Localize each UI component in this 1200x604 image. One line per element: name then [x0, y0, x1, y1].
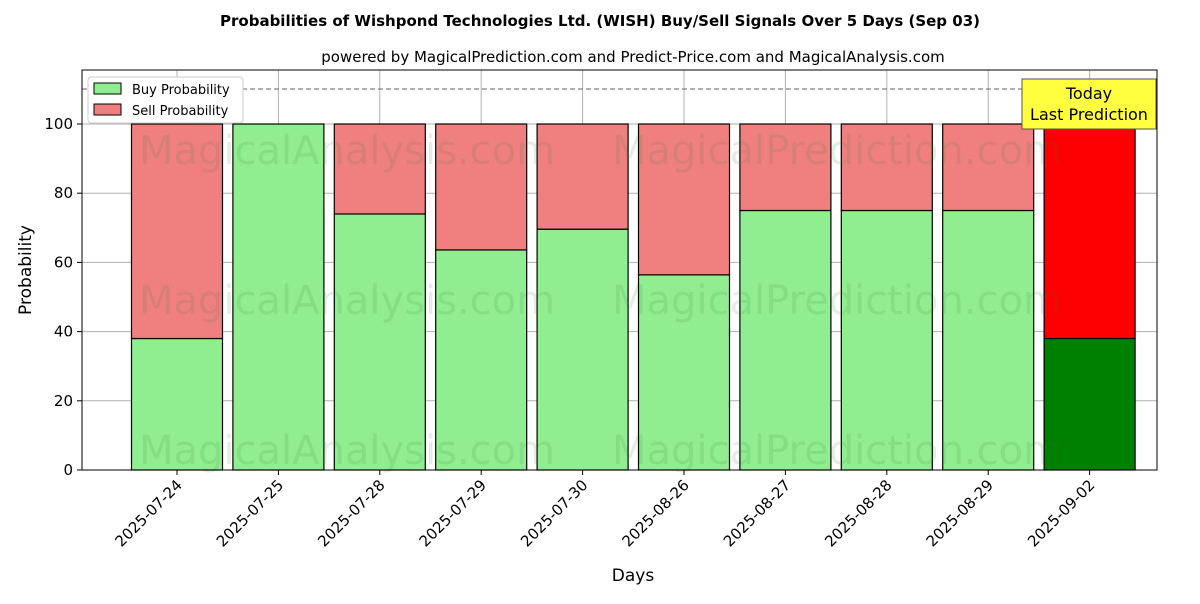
y-tick-label: 20: [54, 392, 73, 410]
sell-bar: [637, 123, 731, 276]
sell-bar: [739, 123, 832, 212]
legend: Buy Probability Sell Probability: [87, 76, 244, 124]
legend-swatch-sell: [93, 103, 122, 116]
plot-frame: [81, 69, 1158, 471]
x-tick-label: 2025-07-28: [314, 476, 388, 550]
x-tick-label: 2025-07-24: [111, 476, 185, 550]
y-tick-label: 0: [63, 461, 73, 479]
annotation-line2: Last Prediction: [1030, 105, 1148, 124]
y-tick-label: 80: [54, 184, 73, 202]
x-tick-label: 2025-07-30: [517, 476, 591, 550]
x-tick-label: 2025-08-26: [618, 476, 692, 550]
buy-bar: [942, 209, 1035, 471]
legend-label-buy: Buy Probability: [132, 83, 230, 98]
buy-bar: [333, 213, 426, 471]
chart-subtitle: powered by MagicalPrediction.com and Pre…: [321, 48, 945, 66]
sell-bar: [435, 123, 528, 251]
x-tick-label: 2025-08-29: [923, 476, 997, 550]
buy-bar: [637, 274, 731, 471]
watermark: MagicalPrediction.com: [612, 428, 1062, 474]
watermark: MagicalAnalysis.com: [139, 128, 555, 174]
x-tick-label: 2025-07-29: [416, 476, 490, 550]
legend-swatch-buy: [93, 82, 122, 95]
x-tick-label: 2025-08-27: [720, 476, 794, 550]
buy-bar: [840, 209, 933, 471]
y-tick-label: 100: [44, 115, 73, 133]
y-tick-label: 60: [54, 253, 73, 271]
buy-bar: [435, 249, 528, 471]
annotation-line1: Today: [1065, 84, 1112, 103]
sell-bar: [942, 123, 1035, 212]
watermark: MagicalAnalysis.com: [139, 278, 555, 324]
sell-bar: [840, 123, 933, 212]
sell-bar: [1043, 123, 1136, 340]
watermarks: MagicalAnalysis.com MagicalPrediction.com…: [139, 128, 1062, 474]
chart-title: Probabilities of Wishpond Technologies L…: [220, 12, 980, 30]
watermark: MagicalPrediction.com: [612, 278, 1062, 324]
watermark: MagicalPrediction.com: [612, 128, 1062, 174]
y-axis-label: Probability: [16, 225, 36, 315]
buy-bar: [739, 209, 832, 471]
bars: [130, 123, 1136, 471]
x-tick-label: 2025-09-02: [1024, 476, 1098, 550]
x-tick-label: 2025-07-25: [213, 476, 287, 550]
legend-label-sell: Sell Probability: [132, 104, 229, 119]
sell-bar: [333, 123, 426, 215]
x-axis-label: Days: [612, 566, 655, 586]
today-annotation: Today Last Prediction: [1021, 78, 1157, 130]
buy-bar: [130, 337, 224, 471]
x-tick-label: 2025-08-28: [821, 476, 895, 550]
y-tick-label: 40: [54, 323, 73, 341]
sell-bar: [130, 123, 224, 340]
sell-bar: [536, 123, 629, 230]
watermark: MagicalAnalysis.com: [139, 428, 555, 474]
